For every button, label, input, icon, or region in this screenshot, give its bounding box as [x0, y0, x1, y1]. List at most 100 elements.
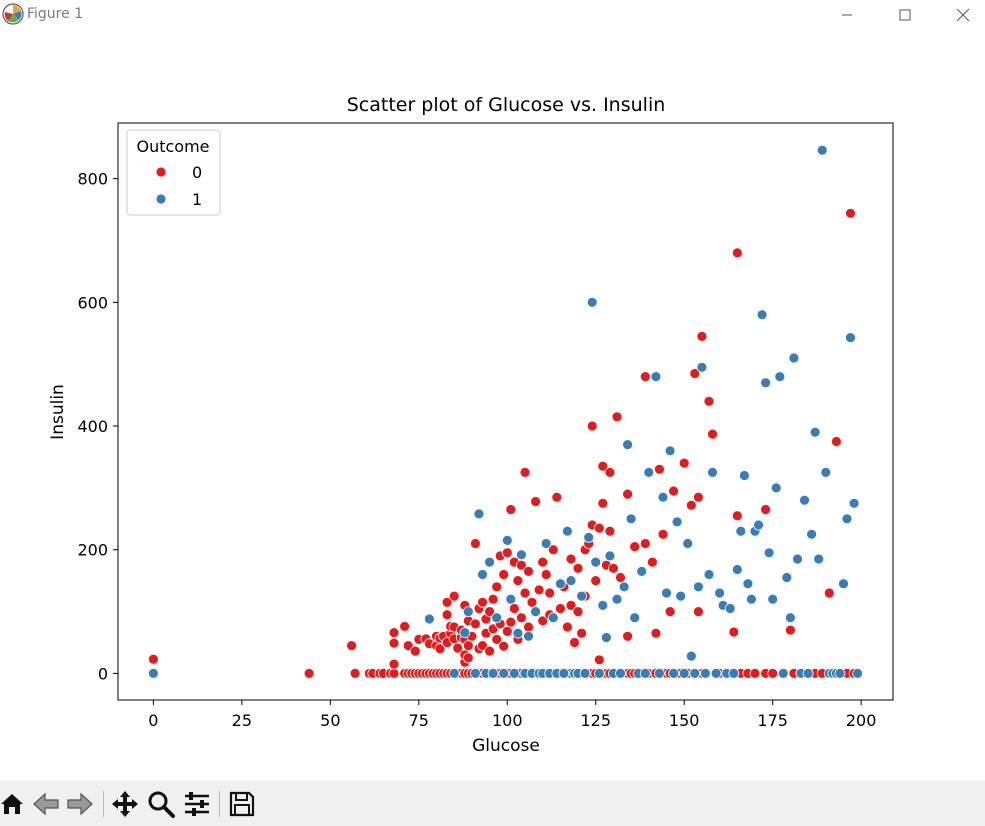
- data-point-outcome-0: [611, 411, 623, 423]
- data-point-outcome-1: [668, 668, 679, 679]
- data-point-outcome-0: [685, 499, 697, 511]
- data-point-outcome-0: [696, 330, 708, 342]
- maximize-button[interactable]: [876, 0, 934, 30]
- close-button[interactable]: [934, 0, 985, 30]
- data-point-outcome-0: [622, 488, 633, 500]
- data-point-outcome-1: [848, 497, 860, 509]
- data-point-outcome-0: [516, 612, 527, 624]
- data-point-outcome-0: [441, 596, 453, 608]
- data-point-outcome-1: [799, 494, 810, 506]
- data-point-outcome-1: [813, 553, 825, 565]
- data-point-outcome-0: [615, 572, 626, 583]
- data-point-outcome-1: [777, 668, 789, 679]
- data-point-outcome-1: [696, 361, 708, 373]
- chart-title: Scatter plot of Glucose vs. Insulin: [347, 94, 666, 116]
- maximize-icon: [899, 9, 911, 21]
- data-point-outcome-1: [558, 668, 570, 679]
- minimize-icon: [842, 14, 852, 16]
- data-point-outcome-0: [388, 658, 400, 670]
- data-point-outcome-0: [551, 491, 563, 503]
- data-point-outcome-1: [845, 332, 856, 344]
- home-button[interactable]: [0, 789, 27, 819]
- pan-button[interactable]: [110, 789, 140, 819]
- data-point-outcome-0: [399, 621, 411, 632]
- data-point-outcome-0: [565, 600, 577, 611]
- data-point-outcome-0: [346, 640, 358, 651]
- data-point-outcome-1: [809, 426, 821, 438]
- navigation-toolbar: [0, 781, 985, 826]
- data-point-outcome-1: [565, 575, 577, 586]
- data-point-outcome-0: [703, 395, 715, 407]
- data-point-outcome-1: [802, 668, 814, 679]
- data-point-outcome-1: [547, 612, 559, 624]
- close-icon: [956, 8, 970, 22]
- legend-marker-0: [155, 166, 167, 178]
- data-point-outcome-1: [788, 352, 800, 364]
- data-point-outcome-0: [654, 463, 665, 475]
- data-point-outcome-0: [693, 491, 704, 503]
- save-button[interactable]: [227, 789, 257, 819]
- data-point-outcome-0: [597, 460, 609, 472]
- data-point-outcome-1: [689, 668, 701, 679]
- x-tick-label: 0: [148, 711, 158, 730]
- data-point-outcome-0: [604, 466, 616, 478]
- legend-label-1: 1: [192, 190, 202, 209]
- toolbar-separator: [103, 791, 104, 817]
- x-tick-label: 100: [492, 711, 523, 730]
- y-tick-label: 800: [77, 170, 108, 189]
- data-point-outcome-1: [523, 630, 534, 642]
- data-point-outcome-1: [601, 632, 612, 643]
- data-point-outcome-0: [597, 497, 609, 509]
- window-titlebar: Figure 1: [0, 0, 985, 30]
- data-point-outcome-1: [622, 439, 633, 451]
- minimize-button[interactable]: [818, 0, 876, 30]
- data-point-outcome-1: [671, 516, 683, 528]
- data-point-outcome-0: [501, 626, 513, 637]
- data-point-outcome-1: [724, 603, 736, 614]
- move-icon: [112, 791, 138, 817]
- data-point-outcome-0: [533, 584, 545, 596]
- zoom-button[interactable]: [146, 789, 176, 819]
- data-point-outcome-1: [770, 482, 782, 494]
- data-point-outcome-1: [597, 600, 609, 611]
- data-point-outcome-0: [303, 668, 315, 679]
- data-point-outcome-1: [657, 491, 669, 503]
- data-point-outcome-0: [526, 596, 538, 608]
- data-point-outcome-0: [469, 538, 481, 549]
- data-point-outcome-0: [590, 575, 602, 586]
- data-point-outcome-0: [823, 587, 835, 599]
- configure-subplots-button[interactable]: [182, 789, 212, 819]
- sliders-icon: [185, 792, 209, 816]
- data-point-outcome-0: [147, 653, 159, 665]
- back-button[interactable]: [31, 789, 61, 819]
- data-point-outcome-1: [806, 528, 817, 540]
- data-point-outcome-1: [781, 572, 793, 583]
- data-point-outcome-0: [537, 615, 549, 627]
- data-point-outcome-0: [593, 654, 605, 666]
- data-point-outcome-1: [562, 525, 573, 537]
- data-point-outcome-0: [831, 436, 842, 447]
- data-point-outcome-1: [530, 606, 541, 617]
- data-point-outcome-0: [462, 640, 474, 651]
- zoom-icon: [148, 791, 175, 818]
- data-point-outcome-0: [622, 630, 633, 642]
- y-tick-label: 600: [77, 293, 108, 312]
- x-tick-label: 175: [757, 711, 788, 730]
- data-point-outcome-1: [774, 371, 786, 383]
- data-point-outcome-1: [731, 564, 743, 575]
- data-point-outcome-1: [678, 668, 690, 679]
- forward-button[interactable]: [65, 789, 95, 819]
- data-point-outcome-1: [604, 550, 616, 562]
- data-point-outcome-0: [519, 466, 531, 478]
- data-point-outcome-1: [703, 569, 715, 580]
- data-point-outcome-0: [629, 541, 641, 552]
- data-point-outcome-0: [512, 575, 524, 586]
- data-point-outcome-0: [523, 621, 534, 633]
- legend-marker-1: [155, 193, 167, 205]
- y-axis-label: Insulin: [48, 384, 68, 440]
- scatter-chart: Scatter plot of Glucose vs. Insulin 0 25 5…: [48, 94, 894, 756]
- legend-box: [126, 129, 221, 216]
- data-point-outcome-0: [650, 627, 662, 639]
- data-point-outcome-0: [448, 590, 460, 602]
- data-point-outcome-0: [678, 457, 690, 469]
